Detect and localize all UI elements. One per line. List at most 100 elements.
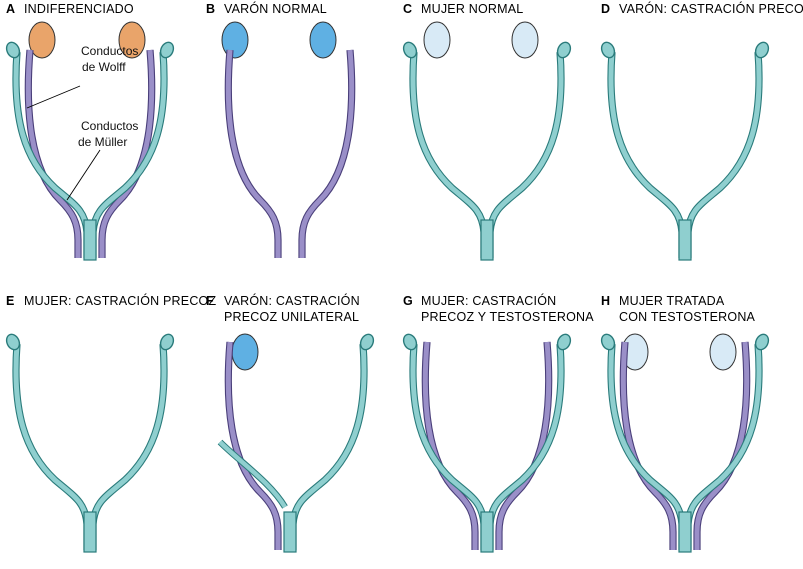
panel-title-line: VARÓN: CASTRACIÓN	[224, 293, 360, 308]
uterovaginal-canal	[480, 511, 494, 553]
muller-leader-line	[66, 149, 101, 201]
right-gonad-indifferent	[118, 21, 146, 59]
panel-letter: A	[6, 2, 15, 16]
right-fimbria	[754, 333, 770, 351]
panel-title-line: VARÓN NORMAL	[224, 1, 327, 16]
panel-letter: H	[601, 294, 610, 308]
ducts	[600, 41, 770, 261]
ducts	[224, 49, 356, 258]
left-fimbria	[402, 41, 418, 59]
mullerian-duct-left-outline	[12, 343, 91, 550]
ducts	[217, 333, 375, 553]
ducts	[402, 41, 572, 261]
mullerian-duct-left	[410, 51, 487, 258]
ducts	[600, 333, 770, 553]
mullerian-duct-right	[290, 343, 367, 550]
left-fimbria	[5, 41, 21, 59]
panel-letter: F	[206, 294, 214, 308]
panel-g: G MUJER: CASTRACIÓN PRECOZ Y TESTOSTERONA	[402, 293, 594, 553]
wolffian-duct-right	[694, 341, 750, 550]
panel-title-line: PRECOZ Y TESTOSTERONA	[421, 310, 594, 324]
uterovaginal-canal	[283, 511, 297, 553]
left-testis	[221, 21, 249, 59]
panel-b: B VARÓN NORMAL	[206, 1, 356, 258]
panel-letter: E	[6, 294, 14, 308]
panel-letter: B	[206, 2, 215, 16]
right-fimbria	[159, 333, 175, 351]
panel-title-line: MUJER TRATADA	[619, 294, 725, 308]
muller-label-line-2: de Müller	[78, 135, 127, 149]
mullerian-duct-right	[90, 51, 167, 258]
right-fimbria	[359, 333, 375, 351]
left-fimbria	[402, 333, 418, 351]
right-fimbria	[754, 41, 770, 59]
wolffian-duct-left	[620, 341, 676, 550]
panel-f: F VARÓN: CASTRACIÓN PRECOZ UNILATERAL	[206, 293, 375, 553]
panel-c: C MUJER NORMAL	[402, 2, 572, 261]
mullerian-duct-left	[13, 343, 90, 550]
left-fimbria	[5, 333, 21, 351]
panel-title-line: MUJER NORMAL	[421, 2, 523, 16]
duct-labels: Conductos de Wolff Conductos de Müller	[26, 44, 138, 201]
right-ovary	[709, 333, 737, 371]
wolffian-duct-right	[299, 49, 355, 258]
left-ovary	[423, 21, 451, 59]
ducts	[5, 41, 175, 261]
mullerian-duct-right	[685, 51, 762, 258]
mullerian-duct-left	[608, 51, 685, 258]
mullerian-duct-right-outline	[89, 343, 168, 550]
mullerian-duct-left	[410, 343, 487, 550]
wolffian-duct-right	[496, 341, 552, 550]
wolff-label-line-2: de Wolff	[82, 60, 126, 74]
uterovaginal-canal	[678, 219, 692, 261]
panel-letter: G	[403, 294, 413, 308]
panel-title-line: MUJER: CASTRACIÓN	[421, 293, 556, 308]
panel-title-line: INDIFERENCIADO	[24, 2, 134, 16]
panel-letter: D	[601, 2, 610, 16]
wolffian-duct-left	[422, 341, 478, 550]
mullerian-duct-right-outline	[684, 51, 763, 258]
mullerian-duct-left	[608, 343, 685, 550]
mullerian-duct-right-outline	[486, 51, 565, 258]
uterovaginal-canal	[83, 219, 97, 261]
panel-title-line: VARÓN: CASTRACIÓN PRECOZ	[619, 1, 803, 16]
mullerian-duct-left	[13, 51, 90, 258]
panel-title-line: PRECOZ UNILATERAL	[224, 310, 359, 324]
right-fimbria	[159, 41, 175, 59]
wolffian-duct-left	[225, 49, 281, 258]
panel-e: E MUJER: CASTRACIÓN PRECOZ	[5, 293, 216, 553]
left-gonad-indifferent	[28, 21, 56, 59]
right-fimbria	[556, 333, 572, 351]
panel-title-line: MUJER: CASTRACIÓN PRECOZ	[24, 293, 216, 308]
ducts	[5, 333, 175, 553]
mullerian-duct-right	[685, 343, 762, 550]
wolffian-duct-right	[99, 49, 155, 258]
mullerian-duct-right	[487, 51, 564, 258]
uterovaginal-canal	[480, 219, 494, 261]
ducts	[402, 333, 572, 553]
right-testis	[309, 21, 337, 59]
mullerian-duct-right	[487, 343, 564, 550]
left-testis	[231, 333, 259, 371]
panel-title-line: CON TESTOSTERONA	[619, 310, 756, 324]
wolffian-duct-left	[225, 341, 281, 550]
mullerian-duct-right-outline	[289, 343, 368, 550]
panel-h: H MUJER TRATADA CON TESTOSTERONA	[600, 294, 770, 553]
wolff-label-line-1: Conductos	[81, 44, 138, 58]
left-fimbria	[600, 333, 616, 351]
right-ovary	[511, 21, 539, 59]
mullerian-remnant	[218, 440, 287, 509]
uterovaginal-canal	[678, 511, 692, 553]
left-fimbria	[600, 41, 616, 59]
muller-label-line-1: Conductos	[81, 119, 138, 133]
mullerian-duct-left-outline	[607, 51, 686, 258]
right-fimbria	[556, 41, 572, 59]
wolff-leader-line	[26, 85, 81, 109]
panel-d: D VARÓN: CASTRACIÓN PRECOZ	[600, 1, 803, 261]
wolffian-duct-left	[25, 49, 81, 258]
mullerian-duct-right	[90, 343, 167, 550]
panel-letter: C	[403, 2, 412, 16]
